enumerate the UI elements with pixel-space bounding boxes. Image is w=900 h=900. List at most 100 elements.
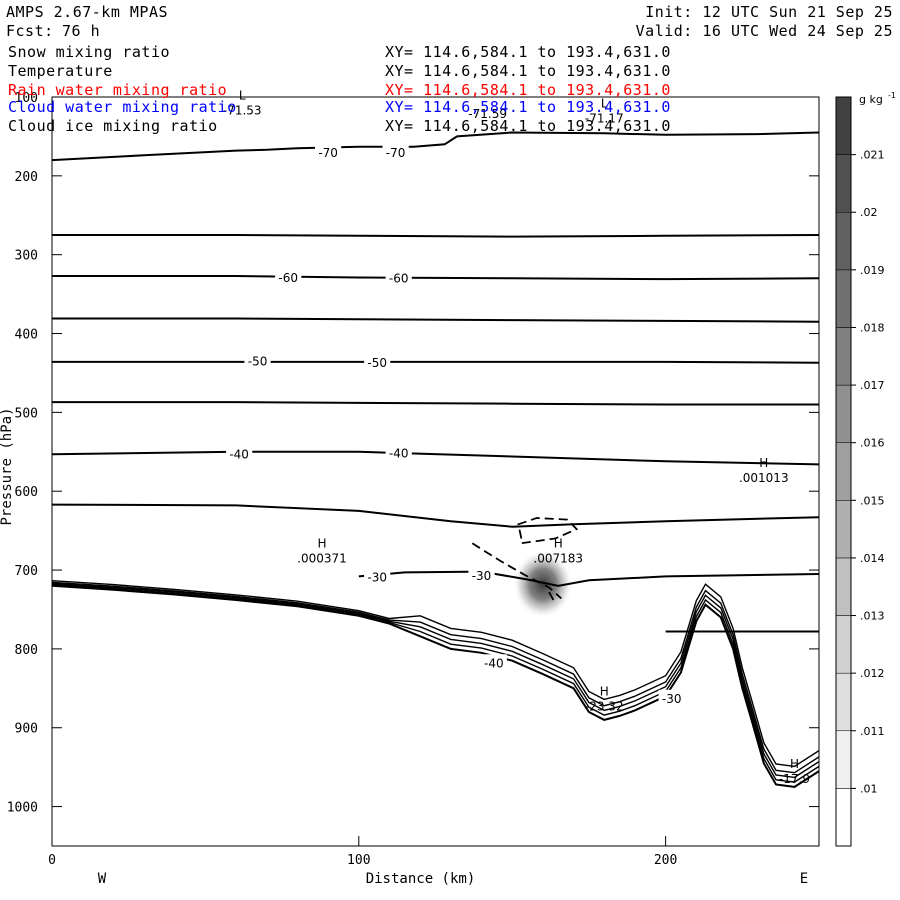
terrain-contour — [51, 583, 820, 783]
extremum-marker: H — [554, 536, 563, 550]
contour-label: -40 — [229, 447, 249, 461]
colorbar: .01 .011 .012 .013 .014 .015 .016 .017 .018 .019.… — [835, 91, 896, 847]
extremum-marker: H — [317, 536, 326, 550]
contour-label-bg — [244, 352, 271, 368]
extremum-marker: H — [759, 456, 768, 470]
contour-labels: -70 -70 -71.59 -60 -60 -50 -50 -40 -40 -30 -30 -40 -… — [223, 88, 810, 786]
isotherm-line — [52, 317, 820, 323]
y-tick-label: 500 — [15, 406, 38, 421]
y-tick-label: 200 — [15, 170, 38, 185]
isotherm-contours — [51, 131, 820, 633]
contour-label-bg — [385, 269, 412, 285]
colorbar-label: .011 — [860, 725, 885, 738]
extremum-value: .000371 — [297, 551, 347, 565]
colorbar-swatch — [835, 672, 852, 732]
mixing-ratio-max-shading — [512, 550, 573, 619]
contour-label: -40 — [389, 447, 409, 461]
terrain-contour — [51, 584, 820, 788]
contour-label-bg — [364, 353, 391, 369]
contour-label-bg — [385, 444, 412, 460]
y-axis-label: Pressure (hPa) — [0, 407, 15, 525]
east-label: E — [800, 871, 808, 887]
colorbar-label: .019 — [860, 264, 885, 277]
x-tick-label: 200 — [654, 853, 677, 868]
plot-frame — [51, 96, 820, 847]
colorbar-unit-exponent: -1 — [888, 91, 896, 100]
contour-label: -50 — [248, 354, 268, 368]
isotherm-line — [358, 570, 820, 587]
colorbar-swatch — [835, 96, 852, 155]
colorbar-swatch — [835, 615, 852, 674]
y-tick-label: 800 — [15, 643, 38, 658]
colorbar-swatch — [835, 442, 852, 501]
mixing-ratio-shading — [512, 550, 573, 619]
contour-label: -70 — [318, 146, 338, 160]
colorbar-swatch — [835, 269, 852, 328]
isotherm-line — [52, 275, 820, 281]
init-time: Init: 12 UTC Sun 21 Sep 25 — [645, 3, 893, 21]
contour-label: -60 — [389, 272, 409, 286]
colorbar-frame — [835, 96, 852, 847]
dashed-contour — [548, 591, 556, 604]
contour-label-bg — [275, 268, 302, 284]
extremum-marker: L — [601, 96, 608, 110]
isotherm-line — [51, 450, 820, 466]
terrain-contour — [51, 580, 820, 768]
dashed-contour — [471, 542, 562, 600]
colorbar-swatch — [835, 788, 852, 847]
isotherm-line — [51, 503, 820, 528]
x-tick-label: 0 — [48, 853, 56, 868]
legend-field-name: Temperature — [8, 62, 113, 80]
colorbar-label: .016 — [860, 437, 885, 450]
extremum-marker: H — [790, 757, 799, 771]
contour-label: -60 — [278, 271, 298, 285]
extremum-marker: H — [600, 685, 609, 699]
contour-label: -70 — [386, 146, 406, 160]
legend-field-xy: XY= 114.6,584.1 to 193.4,631.0 — [385, 62, 671, 80]
colorbar-swatch — [835, 211, 852, 271]
isotherm-line — [51, 131, 820, 162]
extremum-value: -71.53 — [223, 103, 262, 117]
legend-field-xy: XY= 114.6,584.1 to 193.4,631.0 — [385, 117, 671, 135]
contour-label-bg — [315, 144, 342, 160]
extremum-value: -23.32 — [585, 700, 624, 714]
contour-label-bg — [480, 654, 507, 670]
dashed-mixing-ratio-contours — [471, 517, 579, 604]
contour-label: -40 — [484, 656, 504, 670]
contour-label: -30 — [367, 570, 387, 584]
legend-field-name: Snow mixing ratio — [8, 43, 171, 61]
colorbar-swatch — [835, 500, 852, 559]
colorbar-label: .014 — [860, 552, 885, 565]
isotherm-line — [52, 360, 820, 364]
contour-label: -30 — [472, 569, 492, 583]
y-tick-label: 900 — [15, 722, 38, 737]
legend-field-name: Rain water mixing ratio — [8, 81, 228, 99]
y-tick-label: 400 — [15, 328, 38, 343]
contour-label: -30 — [662, 692, 682, 706]
colorbar-label: .015 — [860, 494, 885, 507]
colorbar-swatch — [835, 557, 852, 616]
terrain-contours — [51, 580, 820, 788]
legend-field-name: Cloud ice mixing ratio — [8, 117, 218, 135]
legend-field-name: Cloud water mixing ratio — [8, 98, 237, 116]
terrain-contour — [51, 582, 820, 779]
colorbar-label: .01 — [860, 782, 878, 795]
x-axis-label: Distance (km) — [366, 871, 476, 887]
legend-field-xy: XY= 114.6,584.1 to 193.4,631.0 — [385, 81, 671, 99]
colorbar-label: .017 — [860, 379, 885, 392]
isotherm-line — [52, 401, 819, 406]
legend-field-xy: XY= 114.6,584.1 to 193.4,631.0 — [385, 98, 671, 116]
contour-label-bg — [658, 689, 685, 705]
contour-label: -71.59 — [468, 107, 507, 121]
legend-field-xy: XY= 114.6,584.1 to 193.4,631.0 — [385, 43, 671, 61]
colorbar-label: .018 — [860, 321, 885, 334]
isotherm-line — [52, 234, 820, 238]
extremum-value: -71.17 — [585, 111, 624, 125]
valid-time: Valid: 16 UTC Wed 24 Sep 25 — [635, 22, 893, 40]
colorbar-swatch — [835, 730, 852, 789]
dashed-contour — [517, 517, 579, 545]
extremum-marker: L — [239, 88, 246, 102]
x-tick-label: 100 — [347, 853, 370, 868]
contour-label: -50 — [367, 356, 387, 370]
